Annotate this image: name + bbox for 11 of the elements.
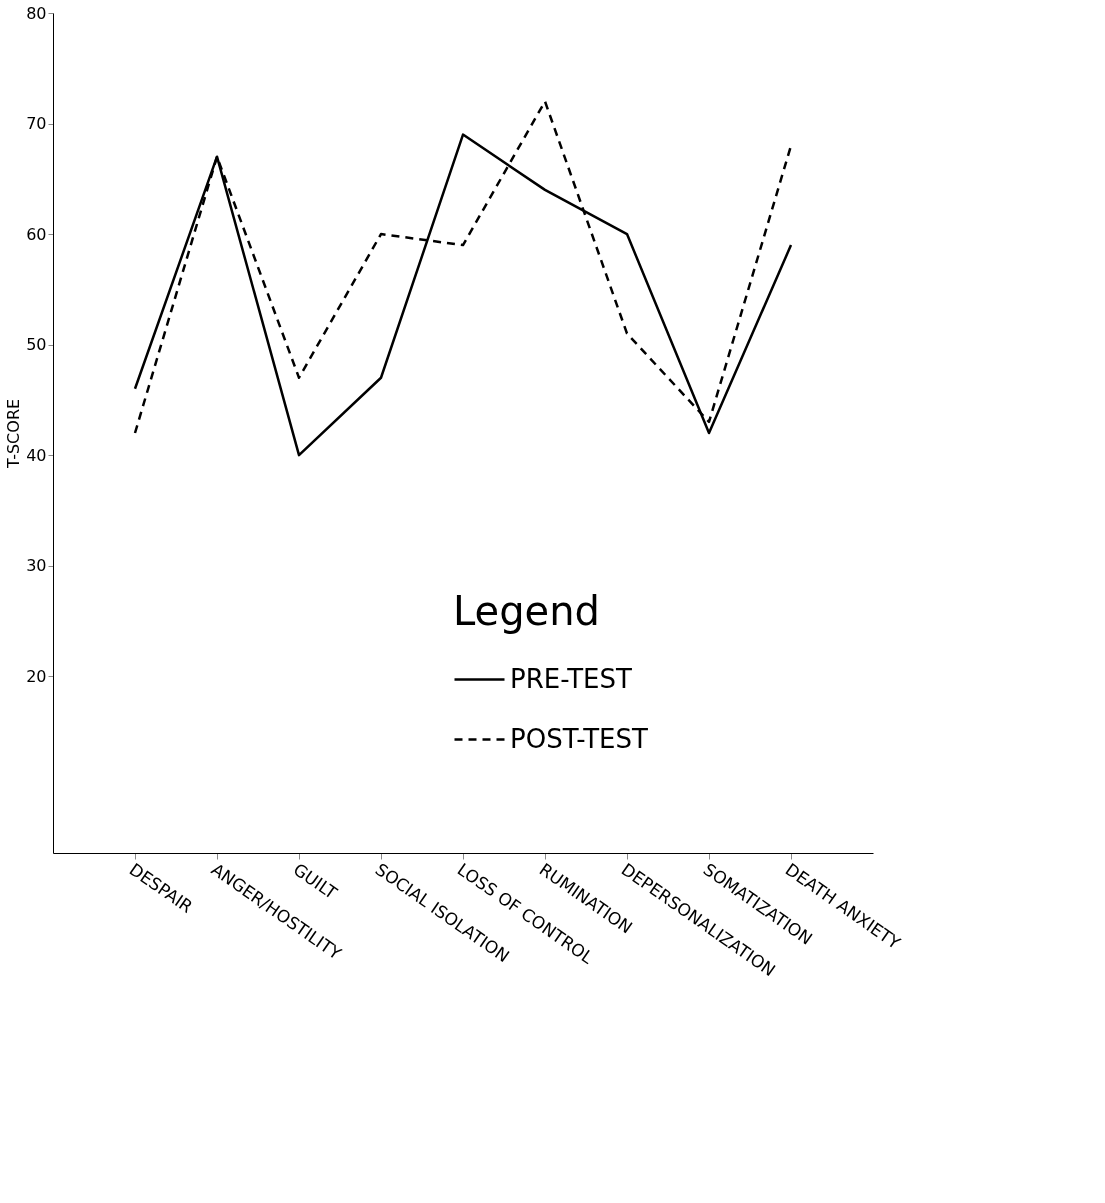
legend-label: POST-TEST: [510, 723, 648, 754]
y-axis-title: T-SCORE: [4, 398, 24, 470]
y-tick-label: 80: [26, 3, 47, 23]
legend-title: Legend: [453, 588, 600, 634]
y-tick-label: 50: [26, 335, 47, 355]
y-tick-label: 70: [26, 114, 47, 134]
y-tick-label: 40: [26, 445, 47, 465]
legend-label: PRE-TEST: [510, 663, 632, 694]
y-tick-label: 30: [26, 556, 47, 576]
y-tick-label: 60: [26, 224, 47, 244]
y-tick-label: 20: [26, 666, 47, 686]
